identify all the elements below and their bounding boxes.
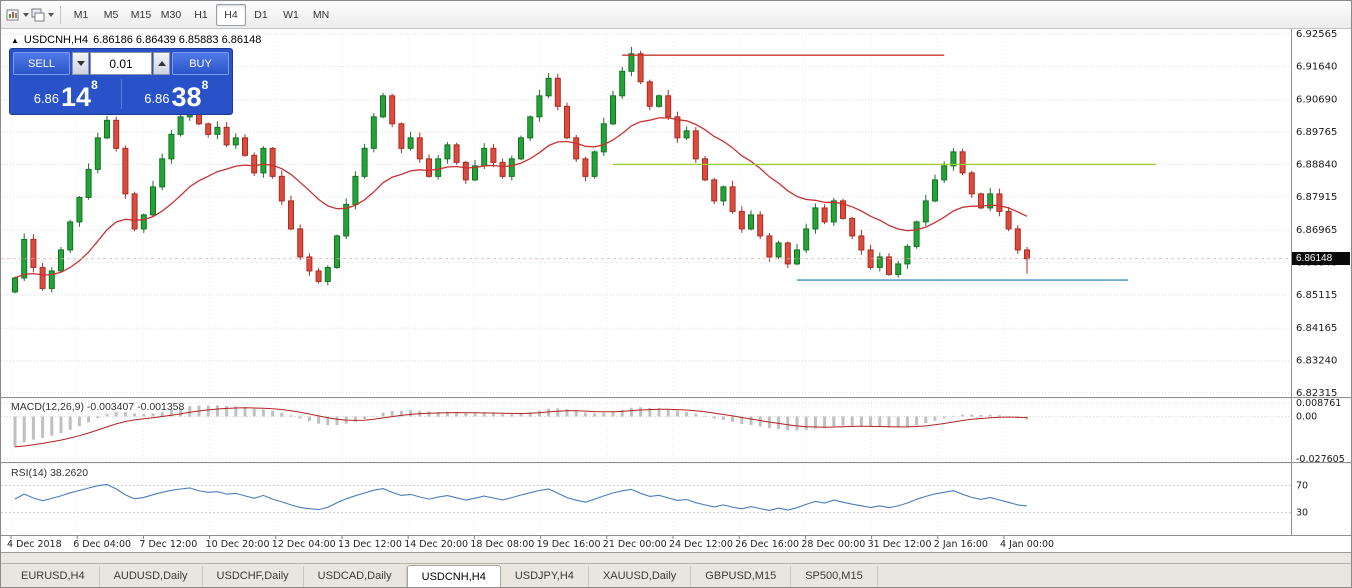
svg-text:26 Dec 16:00: 26 Dec 16:00 — [735, 539, 799, 550]
timeframe-button-m1[interactable]: M1 — [73, 8, 89, 21]
buy-button[interactable]: BUY — [172, 52, 229, 75]
sell-button[interactable]: SELL — [13, 52, 70, 75]
sell-price[interactable]: 6.86 14 8 — [13, 77, 119, 111]
chart-tab-xauusd[interactable]: XAUUSD,Daily — [589, 566, 692, 587]
svg-text:6.90690: 6.90690 — [1296, 95, 1337, 106]
svg-text:6.87915: 6.87915 — [1296, 192, 1337, 203]
svg-text:4 Dec 2018: 4 Dec 2018 — [7, 539, 62, 550]
svg-text:10 Dec 20:00: 10 Dec 20:00 — [206, 539, 270, 550]
lot-increase-button[interactable] — [153, 52, 170, 75]
svg-text:19 Dec 16:00: 19 Dec 16:00 — [537, 539, 601, 550]
svg-text:18 Dec 08:00: 18 Dec 08:00 — [470, 539, 534, 550]
timeframe-button-w1[interactable]: W1 — [283, 8, 299, 21]
svg-text:6.86965: 6.86965 — [1296, 225, 1337, 236]
timeframe-toolbar: M1 M5 M15 M30 H1 H4 D1 W1 MN — [66, 3, 336, 26]
timeframe-button-m15[interactable]: M15 — [130, 8, 152, 21]
timeframe-button-m30[interactable]: M30 — [160, 8, 182, 21]
svg-text:2 Jan 16:00: 2 Jan 16:00 — [934, 539, 988, 550]
svg-text:6.88840: 6.88840 — [1296, 159, 1337, 170]
chart-profiles-button[interactable] — [30, 4, 55, 26]
rsi-indicator-label: RSI(14) 38.2620 — [11, 467, 89, 479]
chart-tab-usdjpy[interactable]: USDJPY,H4 — [501, 566, 589, 587]
svg-text:6 Dec 04:00: 6 Dec 04:00 — [73, 539, 131, 550]
svg-text:21 Dec 00:00: 21 Dec 00:00 — [603, 539, 667, 550]
lot-size-input[interactable] — [90, 52, 152, 75]
top-toolbar: M1 M5 M15 M30 H1 H4 D1 W1 MN — [1, 1, 1351, 29]
svg-text:6.89765: 6.89765 — [1296, 127, 1337, 138]
toolbar-separator — [60, 5, 61, 24]
triangle-down-icon — [76, 61, 85, 66]
svg-text:6.92565: 6.92565 — [1296, 29, 1337, 40]
svg-text:14 Dec 20:00: 14 Dec 20:00 — [404, 539, 468, 550]
svg-text:24 Dec 12:00: 24 Dec 12:00 — [669, 539, 733, 550]
sell-price-prefix: 6.86 — [33, 91, 60, 106]
sell-price-sup: 8 — [91, 78, 98, 92]
buy-price-prefix: 6.86 — [144, 91, 170, 106]
svg-text:6.84165: 6.84165 — [1296, 323, 1337, 334]
symbol-label: USDCNH,H4 — [23, 34, 89, 46]
lot-decrease-button[interactable] — [72, 52, 89, 75]
timeframe-button-d1[interactable]: D1 — [254, 8, 268, 21]
ohlc-values: 6.86186 6.86439 6.85883 6.86148 — [93, 34, 262, 46]
svg-text:6.91640: 6.91640 — [1296, 61, 1337, 72]
svg-text:0.00: 0.00 — [1296, 411, 1317, 422]
chart-tab-eurusd[interactable]: EURUSD,H4 — [7, 566, 100, 587]
chart-profiles-icon — [31, 8, 45, 21]
svg-text:-0.027605: -0.027605 — [1296, 454, 1345, 465]
chart-tab-usdcnh[interactable]: USDCNH,H4 — [406, 565, 501, 587]
triangle-up-icon — [157, 61, 166, 66]
svg-text:70: 70 — [1296, 480, 1308, 491]
chart-tab-audusd[interactable]: AUDUSD,Daily — [100, 566, 203, 587]
svg-text:31 Dec 12:00: 31 Dec 12:00 — [868, 539, 932, 550]
svg-text:6.85115: 6.85115 — [1296, 290, 1337, 301]
buy-price-big: 38 — [171, 82, 202, 112]
buy-price-sup: 8 — [201, 78, 209, 92]
chart-tab-usdchf[interactable]: USDCHF,Daily — [203, 566, 304, 587]
chart-tabs-bar: EURUSD,H4 AUDUSD,Daily USDCHF,Daily USDCAD,… — [1, 563, 1351, 587]
svg-text:12 Dec 04:00: 12 Dec 04:00 — [272, 539, 336, 550]
timeframe-button-h4[interactable]: H4 — [216, 3, 246, 26]
timeframe-button-m5[interactable]: M5 — [103, 8, 119, 21]
price-divider — [120, 79, 122, 109]
svg-text:13 Dec 12:00: 13 Dec 12:00 — [338, 539, 402, 550]
svg-text:28 Dec 00:00: 28 Dec 00:00 — [801, 539, 865, 550]
title-marker-icon: ▲ — [11, 35, 19, 45]
chart-window: 6.92565 6.91640 6.90690 6.89765 6.88840 6.879… — [1, 29, 1351, 553]
chart-tab-usdcad[interactable]: USDCAD,Daily — [304, 566, 407, 587]
sell-price-big: 14 — [61, 82, 92, 112]
chevron-down-icon — [23, 12, 29, 17]
new-chart-icon — [6, 9, 19, 20]
current-price-badge: 6.86148 — [1292, 252, 1350, 265]
svg-text:6.82315: 6.82315 — [1296, 388, 1337, 399]
svg-text:0.008761: 0.008761 — [1296, 398, 1341, 409]
chart-tab-sp500[interactable]: SP500,M15 — [791, 566, 878, 587]
chart-title: ▲ USDCNH,H4 6.86186 6.86439 6.85883 6.86… — [11, 34, 261, 46]
lot-stepper — [72, 52, 170, 75]
svg-text:6.83240: 6.83240 — [1296, 356, 1337, 367]
chevron-down-icon — [48, 12, 54, 17]
svg-text:7 Dec 12:00: 7 Dec 12:00 — [139, 539, 197, 550]
chart-tab-gbpusd[interactable]: GBPUSD,M15 — [691, 566, 792, 587]
svg-text:4 Jan 00:00: 4 Jan 00:00 — [1000, 539, 1054, 550]
buy-price[interactable]: 6.86 38 8 — [124, 77, 230, 111]
macd-indicator-label: MACD(12,26,9) -0.003407 -0.001358 — [11, 401, 185, 413]
one-click-trading-panel: SELL BUY 6.86 14 8 6.86 38 8 — [9, 48, 233, 115]
svg-text:30: 30 — [1296, 508, 1308, 519]
timeframe-button-h1[interactable]: H1 — [194, 8, 208, 21]
new-chart-button[interactable] — [5, 4, 30, 26]
timeframe-button-mn[interactable]: MN — [312, 8, 330, 21]
